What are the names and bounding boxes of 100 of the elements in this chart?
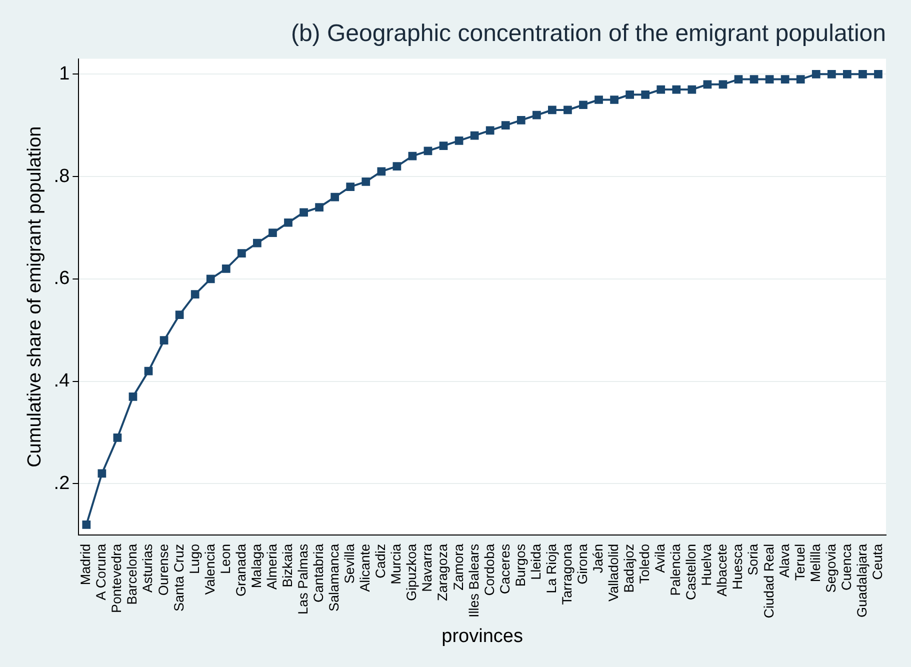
x-tick-label: Huesca	[730, 543, 746, 590]
x-tick-label: Guadalajara	[854, 543, 870, 618]
x-tick-label: Malaga	[248, 543, 264, 588]
point	[843, 70, 852, 78]
point	[703, 80, 712, 89]
x-tick-label: Valencia	[202, 543, 218, 595]
x-tick-label: Cadiz	[373, 544, 388, 578]
point	[734, 75, 743, 84]
point	[656, 85, 666, 94]
point	[392, 162, 402, 170]
x-tick-label: Leon	[218, 544, 233, 574]
point	[408, 152, 417, 160]
x-axis-title: provinces	[442, 626, 523, 647]
x-tick-label: Avila	[652, 543, 668, 573]
y-tick-label: .2	[54, 472, 70, 494]
x-tick-label: Cordoba	[482, 543, 497, 596]
x-tick-label: Burgos	[512, 544, 528, 587]
x-tick-label: Ceuta	[870, 543, 885, 580]
point	[377, 167, 386, 176]
point	[253, 238, 262, 248]
point	[222, 264, 230, 273]
point	[268, 228, 277, 238]
x-tick-label: Cuenca	[838, 543, 854, 590]
x-tick-label: Melilla	[808, 543, 823, 582]
x-tick-label: Sevilla	[342, 543, 358, 584]
x-tick-label: Bizkaia	[280, 543, 295, 588]
x-tick-label: Segovia	[823, 543, 838, 593]
point	[780, 75, 790, 84]
x-tick-label: Pontevedra	[109, 543, 124, 613]
x-tick-label: A Coruna	[94, 543, 109, 600]
x-tick-label: Lugo	[186, 544, 202, 574]
y-tick-label: .4	[54, 370, 70, 392]
x-tick-label: Navarra	[420, 543, 435, 592]
x-tick-label: Gipuzkoa	[404, 543, 420, 601]
point	[516, 116, 526, 124]
point	[454, 136, 464, 145]
x-tick-label: Toledo	[637, 544, 652, 584]
point	[128, 392, 138, 401]
point	[439, 142, 448, 150]
x-tick-label: Barcelona	[124, 543, 140, 605]
point	[501, 121, 510, 130]
point	[362, 177, 370, 186]
point	[424, 146, 432, 156]
point	[346, 182, 355, 191]
x-tick-label: Huelva	[699, 543, 714, 586]
point	[718, 80, 728, 89]
point	[750, 75, 758, 84]
point	[113, 433, 122, 442]
x-tick-label: Granada	[233, 543, 248, 596]
point	[300, 208, 308, 217]
point	[874, 70, 882, 78]
point	[579, 100, 588, 110]
x-tick-label: Jaén	[590, 544, 606, 574]
x-tick-label: Murcia	[388, 543, 404, 584]
x-tick-label: Zamora	[450, 543, 466, 590]
chart-title: (b) Geographic concentration of the emigrant population	[290, 20, 886, 48]
point	[594, 96, 603, 104]
point	[672, 85, 681, 94]
point	[765, 75, 774, 84]
point	[284, 218, 292, 227]
point	[812, 70, 820, 78]
x-tick-label: Salamanca	[326, 543, 342, 612]
point	[532, 110, 541, 120]
x-tick-label: Las Palmas	[295, 544, 310, 614]
x-tick-label: Asturias	[140, 544, 156, 593]
x-tick-label: Albacete	[714, 544, 730, 596]
point	[330, 192, 340, 202]
point	[160, 336, 168, 345]
point	[470, 131, 479, 140]
point	[796, 75, 805, 84]
x-tick-label: Valladolid	[606, 544, 622, 602]
x-tick-label: Tarragona	[559, 543, 574, 605]
x-tick-label: Illes Balears	[466, 544, 482, 618]
point	[315, 203, 324, 212]
point	[548, 106, 556, 114]
point	[175, 310, 184, 319]
point	[626, 90, 634, 99]
x-tick-label: Almeria	[264, 543, 280, 590]
x-tick-label: Ciudad Real	[761, 544, 776, 618]
point	[827, 70, 836, 78]
point	[564, 106, 572, 114]
x-tick-label: Madrid	[78, 544, 94, 586]
y-tick-label: .6	[54, 268, 70, 290]
x-tick-label: Caceres	[497, 544, 512, 594]
x-tick-label: Lleida	[528, 543, 544, 580]
x-tick-label: Zaragoza	[435, 543, 450, 601]
x-tick-label: Alava	[776, 543, 792, 578]
x-tick-label: Castellon	[684, 544, 699, 600]
x-tick-label: Santa Cruz	[171, 544, 186, 612]
y-tick-label: 1	[59, 63, 70, 84]
point	[486, 126, 494, 135]
x-tick-label: Soria	[746, 543, 761, 576]
x-tick-label: Badajoz	[622, 544, 637, 593]
x-tick-label: La Rioja	[544, 543, 559, 594]
y-axis-title: Cumulative share of emigrant population	[24, 126, 46, 468]
point	[98, 469, 106, 478]
point	[190, 290, 200, 298]
point	[610, 96, 618, 104]
x-tick-label: Cantabria	[311, 543, 326, 602]
point	[206, 274, 215, 284]
